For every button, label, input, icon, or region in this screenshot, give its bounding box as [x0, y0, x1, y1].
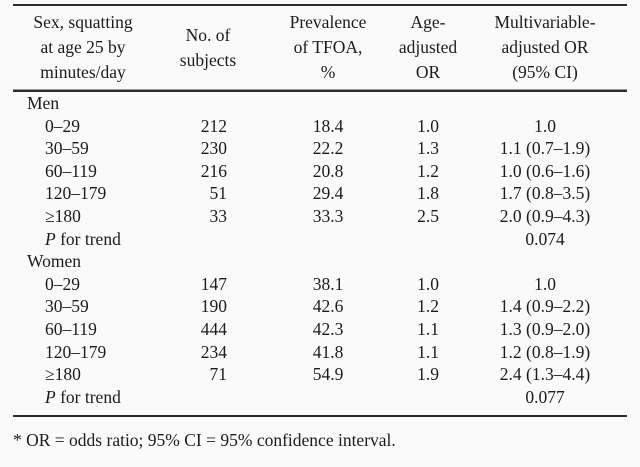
- prevalence-cell: 54.9: [312, 364, 344, 385]
- subjects-cell: 212: [200, 115, 227, 136]
- prevalence-cell: 33.3: [312, 205, 344, 226]
- column-header-multivariable-or: Multivariable- adjusted OR (95% CI): [494, 12, 596, 82]
- p-label-rest: for trend: [55, 228, 121, 249]
- multi-or-cell: 2.4 (1.3–4.4): [499, 364, 591, 385]
- subjects-cell: 444: [200, 318, 227, 339]
- category-cell: 120–179: [45, 183, 107, 204]
- table-top-rule: [13, 4, 627, 6]
- prevalence-cell: 22.2: [312, 138, 344, 159]
- table-row: 30–59 190 42.6 1.2 1.4 (0.9–2.2): [13, 295, 627, 318]
- table-row: ≥180 71 54.9 1.9 2.4 (1.3–4.4): [13, 363, 627, 386]
- table-header-row: Sex, squatting at age 25 by minutes/day …: [13, 6, 627, 89]
- statistics-table: Sex, squatting at age 25 by minutes/day …: [13, 4, 627, 452]
- section-label: Men: [27, 93, 60, 113]
- subjects-cell: 33: [209, 205, 228, 226]
- table-body: Men 0–29 212 18.4 1.0 1.0 30–59 230 22.2…: [13, 92, 627, 408]
- age-or-cell: 1.3: [417, 138, 439, 159]
- multi-or-cell: 1.3 (0.9–2.0): [499, 318, 591, 339]
- column-header-subjects: No. of subjects: [179, 24, 237, 70]
- multi-or-cell: 2.0 (0.9–4.3): [499, 205, 591, 226]
- category-cell: 120–179: [45, 341, 107, 362]
- prevalence-cell: 38.1: [312, 273, 344, 294]
- category-cell: 30–59: [45, 138, 89, 159]
- age-or-cell: 1.8: [417, 183, 439, 204]
- column-header-exposure: Sex, squatting at age 25 by minutes/day: [33, 12, 133, 82]
- p-value: 0.077: [525, 386, 565, 407]
- multi-or-cell: 1.1 (0.7–1.9): [499, 138, 591, 159]
- multi-or-cell: 1.4 (0.9–2.2): [499, 296, 591, 317]
- subjects-cell: 190: [200, 296, 227, 317]
- table-row: 120–179 51 29.4 1.8 1.7 (0.8–3.5): [13, 182, 627, 205]
- table-row: 0–29 212 18.4 1.0 1.0: [13, 115, 627, 138]
- p-for-trend-row: P for trend 0.077: [13, 386, 627, 409]
- age-or-cell: 1.1: [417, 318, 439, 339]
- category-cell: ≥180: [45, 205, 81, 226]
- table-row: 60–119 444 42.3 1.1 1.3 (0.9–2.0): [13, 318, 627, 341]
- category-cell: 60–119: [45, 160, 97, 181]
- table-bottom-rule: [13, 415, 627, 418]
- multi-or-cell: 1.0 (0.6–1.6): [499, 160, 591, 181]
- multi-or-cell: 1.2 (0.8–1.9): [499, 341, 591, 362]
- p-label-rest: for trend: [55, 386, 121, 407]
- prevalence-cell: 41.8: [312, 341, 344, 362]
- prevalence-cell: 18.4: [312, 115, 344, 136]
- table-row: 120–179 234 41.8 1.1 1.2 (0.8–1.9): [13, 341, 627, 364]
- prevalence-cell: 20.8: [312, 160, 344, 181]
- subjects-cell: 51: [209, 183, 228, 204]
- section-label: Women: [27, 251, 81, 272]
- subjects-cell: 71: [209, 364, 228, 385]
- table-footnote: * OR = odds ratio; 95% CI = 95% confiden…: [13, 430, 396, 451]
- table-row: 60–119 216 20.8 1.2 1.0 (0.6–1.6): [13, 160, 627, 183]
- age-or-cell: 1.1: [417, 341, 439, 362]
- age-or-cell: 1.2: [417, 296, 439, 317]
- table-row: 30–59 230 22.2 1.3 1.1 (0.7–1.9): [13, 137, 627, 160]
- age-or-cell: 1.0: [417, 115, 439, 136]
- p-for-trend-label: P for trend: [13, 228, 153, 251]
- subjects-cell: 147: [200, 273, 227, 294]
- multi-or-cell: 1.7 (0.8–3.5): [499, 183, 591, 204]
- age-or-cell: 1.9: [417, 364, 439, 385]
- prevalence-cell: 42.6: [312, 296, 344, 317]
- age-or-cell: 2.5: [417, 205, 439, 226]
- column-header-prevalence: Prevalence of TFOA, %: [289, 12, 367, 82]
- category-cell: ≥180: [45, 364, 81, 385]
- age-or-cell: 1.2: [417, 160, 439, 181]
- p-for-trend-row: P for trend 0.074: [13, 228, 627, 251]
- p-symbol: P: [45, 386, 56, 407]
- table-row: 0–29 147 38.1 1.0 1.0: [13, 273, 627, 296]
- age-or-cell: 1.0: [417, 273, 439, 294]
- p-value: 0.074: [525, 228, 565, 249]
- category-cell: 0–29: [45, 115, 80, 136]
- subjects-cell: 216: [200, 160, 227, 181]
- category-cell: 30–59: [45, 296, 89, 317]
- subjects-cell: 234: [200, 341, 227, 362]
- category-cell: 0–29: [45, 273, 80, 294]
- table-row: ≥180 33 33.3 2.5 2.0 (0.9–4.3): [13, 205, 627, 228]
- multi-or-cell: 1.0: [534, 115, 556, 136]
- section-header-men: Men: [13, 92, 627, 115]
- subjects-cell: 230: [200, 138, 227, 159]
- category-cell: 60–119: [45, 318, 97, 339]
- prevalence-cell: 29.4: [312, 183, 344, 204]
- multi-or-cell: 1.0: [534, 273, 556, 294]
- prevalence-cell: 42.3: [312, 318, 344, 339]
- p-for-trend-label: P for trend: [13, 386, 153, 409]
- column-header-age-adjusted-or: Age- adjusted OR: [398, 12, 458, 82]
- header-divider-rule: [13, 89, 627, 92]
- section-header-women: Women: [13, 250, 627, 273]
- p-symbol: P: [45, 228, 56, 249]
